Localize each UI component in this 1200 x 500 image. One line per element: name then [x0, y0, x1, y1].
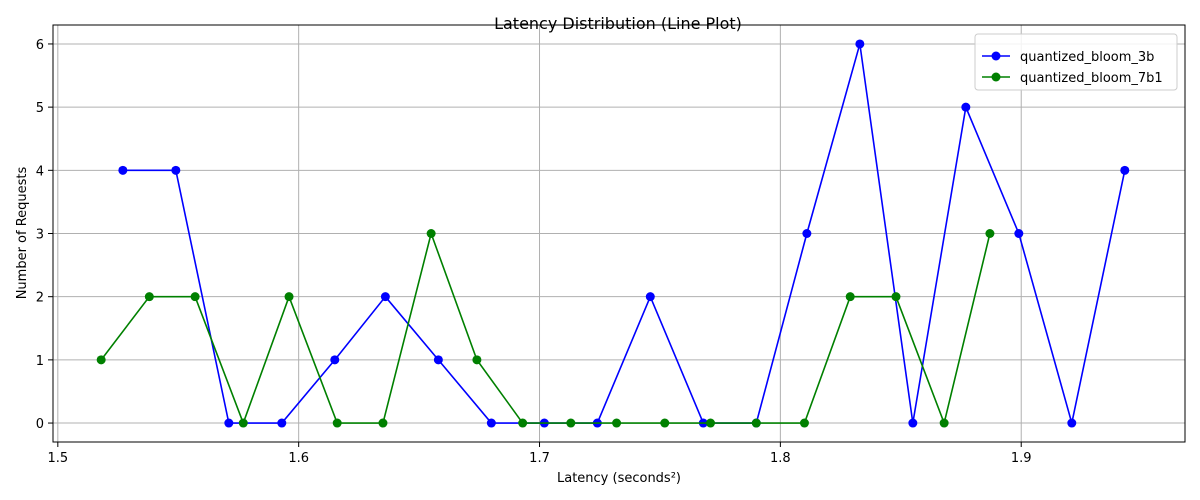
data-point-quantized-bloom-7b1	[472, 355, 482, 365]
x-tick-label: 1.8	[770, 451, 791, 466]
data-point-quantized-bloom-3b	[802, 229, 812, 238]
data-point-quantized-bloom-3b	[433, 355, 443, 365]
data-point-quantized-bloom-7b1	[660, 418, 670, 428]
data-point-quantized-bloom-7b1	[238, 418, 248, 428]
data-point-quantized-bloom-7b1	[845, 292, 855, 302]
legend-box	[974, 33, 1178, 91]
x-tick-label: 1.6	[288, 451, 309, 466]
series-quantized-bloom-7b1	[96, 229, 995, 428]
y-tick-label: 4	[36, 164, 44, 179]
x-tick-label: 1.7	[529, 451, 550, 466]
data-point-quantized-bloom-3b	[171, 165, 181, 175]
data-point-quantized-bloom-3b	[855, 39, 865, 49]
x-tick-label: 1.9	[1011, 451, 1032, 466]
legend-label-quantized-bloom-7b1: quantized_bloom_7b1	[1020, 71, 1163, 86]
data-point-quantized-bloom-7b1	[332, 418, 342, 428]
y-tick-label: 6	[36, 38, 44, 53]
data-point-quantized-bloom-7b1	[144, 292, 154, 302]
y-tick-label: 3	[36, 228, 44, 243]
data-point-quantized-bloom-7b1	[939, 418, 949, 428]
data-point-quantized-bloom-3b	[118, 165, 128, 175]
data-point-quantized-bloom-7b1	[96, 355, 106, 365]
y-tick-label: 0	[36, 417, 44, 432]
y-tick-label: 1	[36, 354, 44, 369]
data-point-quantized-bloom-3b	[961, 102, 971, 112]
data-point-quantized-bloom-7b1	[891, 292, 901, 302]
y-tick-label: 5	[36, 101, 44, 116]
data-point-quantized-bloom-7b1	[284, 292, 294, 302]
data-point-quantized-bloom-7b1	[426, 229, 436, 238]
data-point-quantized-bloom-7b1	[751, 418, 761, 428]
data-point-quantized-bloom-3b	[908, 418, 918, 428]
legend-marker-quantized-bloom-7b1	[991, 72, 1001, 82]
data-point-quantized-bloom-3b	[224, 418, 234, 428]
data-point-quantized-bloom-7b1	[566, 418, 576, 428]
data-point-quantized-bloom-7b1	[518, 418, 528, 428]
data-point-quantized-bloom-3b	[1120, 165, 1130, 175]
x-axis-label: Latency (seconds²)	[557, 471, 681, 486]
data-point-quantized-bloom-3b	[645, 292, 655, 302]
data-point-quantized-bloom-7b1	[985, 229, 995, 238]
data-point-quantized-bloom-7b1	[799, 418, 809, 428]
x-tick-label: 1.5	[47, 451, 68, 466]
data-point-quantized-bloom-7b1	[190, 292, 200, 302]
data-point-quantized-bloom-7b1	[706, 418, 716, 428]
data-point-quantized-bloom-7b1	[612, 418, 622, 428]
legend: quantized_bloom_3b quantized_bloom_7b1	[974, 33, 1178, 91]
data-point-quantized-bloom-3b	[277, 418, 287, 428]
series-layer	[96, 39, 1130, 428]
y-axis-label: Number of Requests	[15, 166, 30, 299]
data-point-quantized-bloom-3b	[1067, 418, 1077, 428]
data-point-quantized-bloom-3b	[330, 355, 340, 365]
series-quantized-bloom-3b	[118, 39, 1130, 428]
data-point-quantized-bloom-3b	[1014, 229, 1024, 238]
y-tick-label: 2	[36, 291, 44, 306]
chart-title: Latency Distribution (Line Plot)	[494, 14, 742, 33]
data-point-quantized-bloom-3b	[380, 292, 390, 302]
data-point-quantized-bloom-7b1	[378, 418, 388, 428]
legend-label-quantized-bloom-3b: quantized_bloom_3b	[1020, 50, 1154, 65]
legend-marker-quantized-bloom-3b	[991, 51, 1001, 61]
series-line-quantized-bloom-7b1	[100, 230, 991, 426]
series-line-quantized-bloom-3b	[122, 43, 1126, 424]
y-axis-ticks: 0 1 2 3 4 5 6	[36, 38, 53, 432]
x-axis-ticks: 1.5 1.6 1.7 1.8 1.9	[47, 442, 1032, 466]
data-point-quantized-bloom-3b	[486, 418, 496, 428]
